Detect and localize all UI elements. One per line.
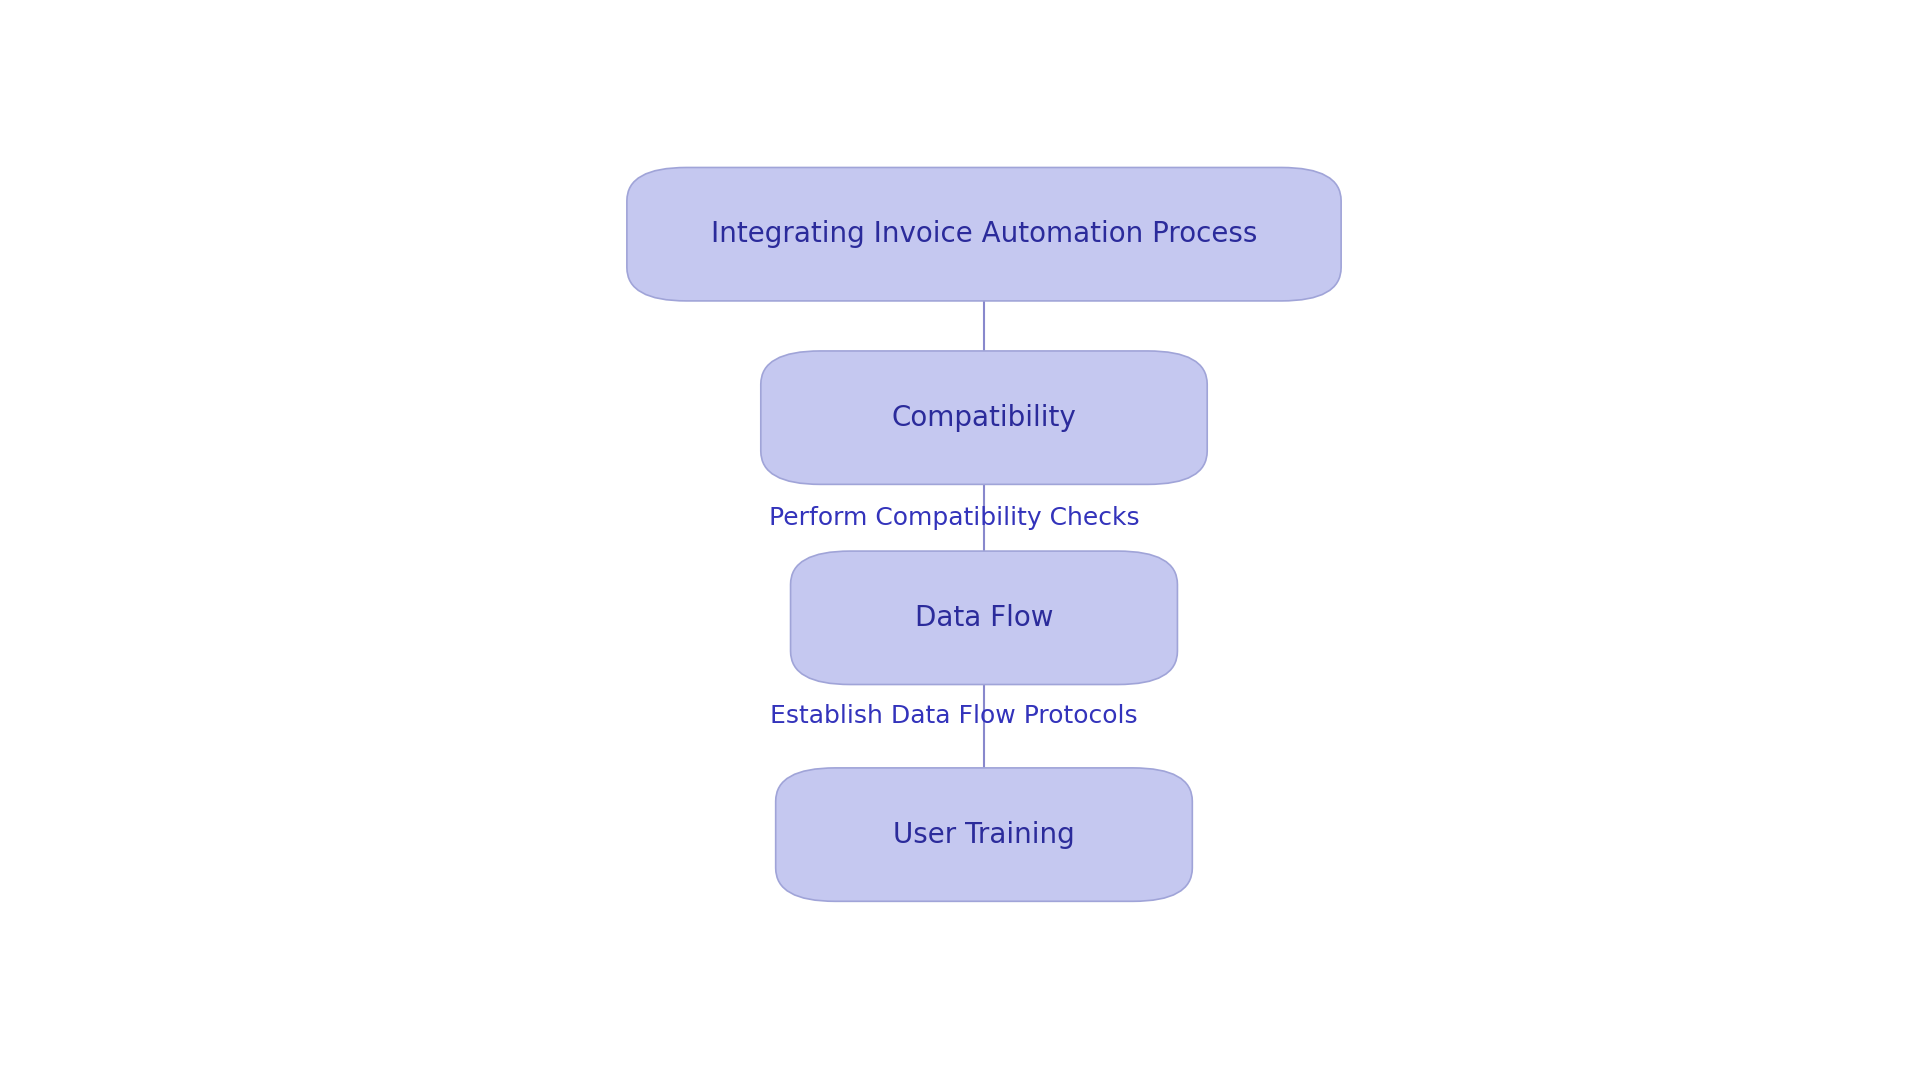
Text: Data Flow: Data Flow [914, 604, 1054, 631]
FancyBboxPatch shape [791, 551, 1177, 684]
Text: User Training: User Training [893, 821, 1075, 849]
Text: Compatibility: Compatibility [891, 404, 1077, 432]
Text: Integrating Invoice Automation Process: Integrating Invoice Automation Process [710, 220, 1258, 248]
Text: Establish Data Flow Protocols: Establish Data Flow Protocols [770, 704, 1139, 728]
FancyBboxPatch shape [760, 351, 1208, 484]
FancyBboxPatch shape [626, 168, 1340, 301]
Text: Perform Compatibility Checks: Perform Compatibility Checks [768, 506, 1140, 530]
FancyBboxPatch shape [776, 768, 1192, 901]
